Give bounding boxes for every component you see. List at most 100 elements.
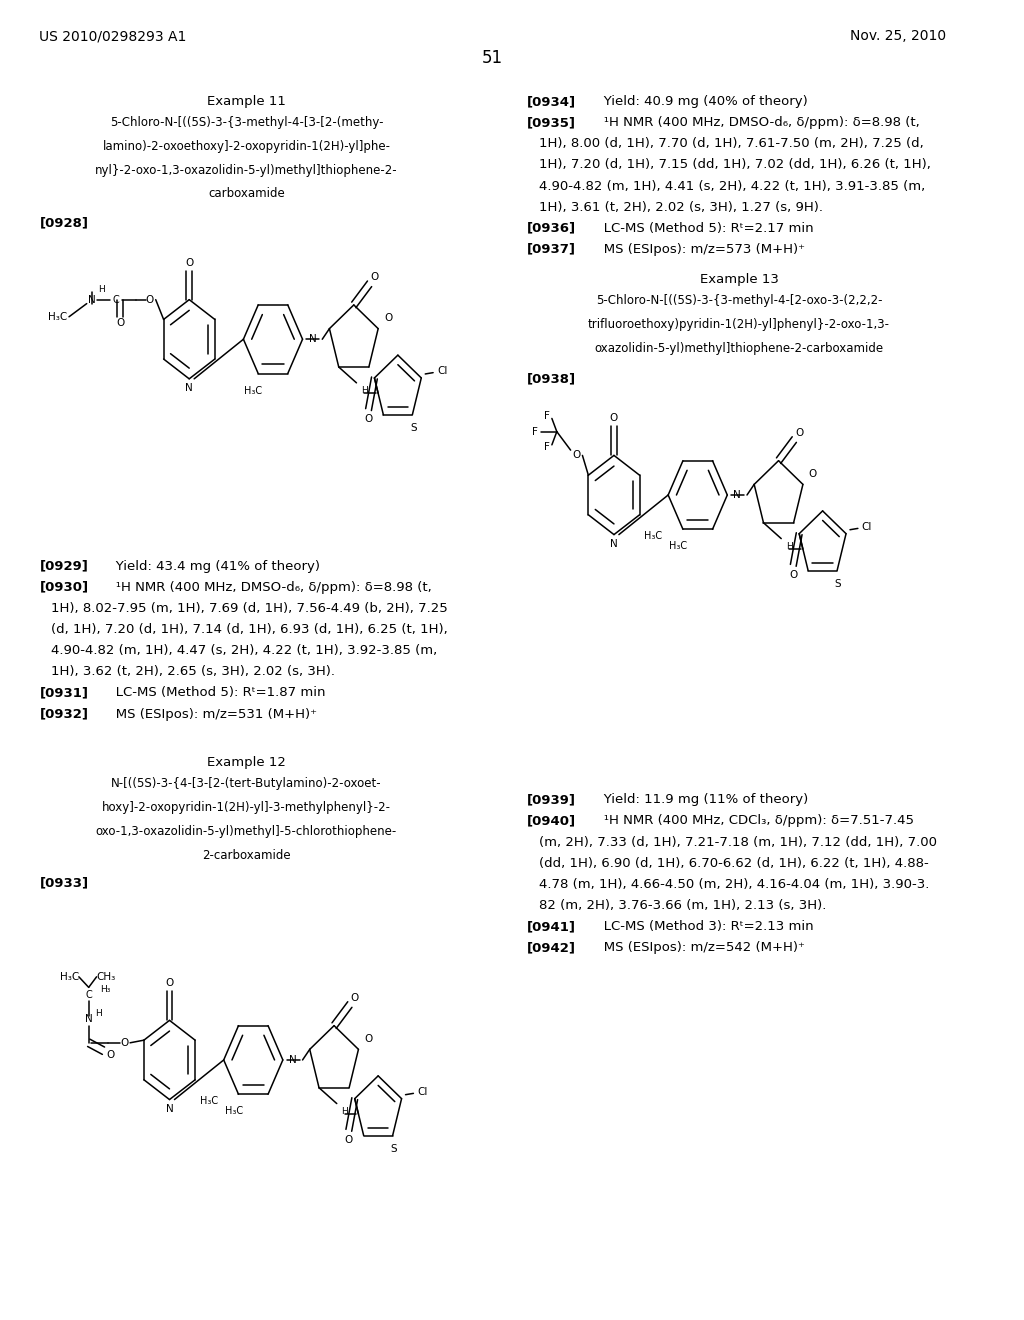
Text: H: H <box>98 285 104 293</box>
Text: [0936]: [0936] <box>527 222 577 235</box>
Text: (d, 1H), 7.20 (d, 1H), 7.14 (d, 1H), 6.93 (d, 1H), 6.25 (t, 1H),: (d, 1H), 7.20 (d, 1H), 7.14 (d, 1H), 6.9… <box>51 623 447 636</box>
Text: 51: 51 <box>482 49 504 67</box>
Text: O: O <box>384 313 392 323</box>
Text: O: O <box>795 428 804 438</box>
Text: F: F <box>532 426 538 437</box>
Text: [0934]: [0934] <box>527 95 577 108</box>
Text: N: N <box>610 539 617 549</box>
Text: Example 11: Example 11 <box>207 95 286 108</box>
Text: [0938]: [0938] <box>527 372 577 385</box>
Text: H: H <box>361 387 368 395</box>
Text: O: O <box>610 413 618 424</box>
Text: O: O <box>166 978 174 989</box>
Text: H₃C: H₃C <box>244 385 262 396</box>
Text: O: O <box>116 318 124 329</box>
Text: 2-carboxamide: 2-carboxamide <box>202 849 291 862</box>
Text: 1H), 3.62 (t, 2H), 2.65 (s, 3H), 2.02 (s, 3H).: 1H), 3.62 (t, 2H), 2.65 (s, 3H), 2.02 (s… <box>51 665 335 678</box>
Text: O: O <box>345 1135 353 1144</box>
Text: Example 12: Example 12 <box>207 756 286 770</box>
Text: N-[((5S)-3-{4-[3-[2-(tert-Butylamino)-2-oxoet-: N-[((5S)-3-{4-[3-[2-(tert-Butylamino)-2-… <box>111 777 382 791</box>
Text: [0932]: [0932] <box>39 708 88 721</box>
Text: N: N <box>308 334 316 345</box>
Text: 1H), 8.02-7.95 (m, 1H), 7.69 (d, 1H), 7.56-4.49 (b, 2H), 7.25: 1H), 8.02-7.95 (m, 1H), 7.69 (d, 1H), 7.… <box>51 602 447 615</box>
Text: Yield: 11.9 mg (11% of theory): Yield: 11.9 mg (11% of theory) <box>591 793 809 807</box>
Text: 1H), 7.20 (d, 1H), 7.15 (dd, 1H), 7.02 (dd, 1H), 6.26 (t, 1H),: 1H), 7.20 (d, 1H), 7.15 (dd, 1H), 7.02 (… <box>539 158 931 172</box>
Text: Yield: 43.4 mg (41% of theory): Yield: 43.4 mg (41% of theory) <box>103 560 321 573</box>
Text: US 2010/0298293 A1: US 2010/0298293 A1 <box>39 29 186 44</box>
Text: [0937]: [0937] <box>527 243 577 256</box>
Text: LC-MS (Method 5): Rᵗ=1.87 min: LC-MS (Method 5): Rᵗ=1.87 min <box>103 686 326 700</box>
Text: Nov. 25, 2010: Nov. 25, 2010 <box>850 29 946 44</box>
Text: H: H <box>341 1107 348 1115</box>
Text: MS (ESIpos): m/z=573 (M+H)⁺: MS (ESIpos): m/z=573 (M+H)⁺ <box>591 243 805 256</box>
Text: C: C <box>113 294 120 305</box>
Text: CH₃: CH₃ <box>96 972 116 982</box>
Text: [0928]: [0928] <box>39 216 88 230</box>
Text: H: H <box>95 1010 102 1018</box>
Text: F: F <box>544 442 550 453</box>
Text: oxo-1,3-oxazolidin-5-yl)methyl]-5-chlorothiophene-: oxo-1,3-oxazolidin-5-yl)methyl]-5-chloro… <box>96 825 397 838</box>
Text: ¹H NMR (400 MHz, DMSO-d₆, δ/ppm): δ=8.98 (t,: ¹H NMR (400 MHz, DMSO-d₆, δ/ppm): δ=8.98… <box>103 581 432 594</box>
Text: S: S <box>835 578 842 589</box>
Text: O: O <box>371 272 379 282</box>
Text: O: O <box>790 570 798 579</box>
Text: MS (ESIpos): m/z=542 (M+H)⁺: MS (ESIpos): m/z=542 (M+H)⁺ <box>591 941 805 954</box>
Text: [0929]: [0929] <box>39 560 88 573</box>
Text: O: O <box>365 1034 373 1044</box>
Text: Cl: Cl <box>862 523 872 532</box>
Text: trifluoroethoxy)pyridin-1(2H)-yl]phenyl}-2-oxo-1,3-: trifluoroethoxy)pyridin-1(2H)-yl]phenyl}… <box>588 318 890 331</box>
Text: C: C <box>85 990 92 1001</box>
Text: O: O <box>365 414 373 424</box>
Text: H₃C: H₃C <box>669 541 687 552</box>
Text: 1H), 3.61 (t, 2H), 2.02 (s, 3H), 1.27 (s, 9H).: 1H), 3.61 (t, 2H), 2.02 (s, 3H), 1.27 (s… <box>539 201 823 214</box>
Text: LC-MS (Method 5): Rᵗ=2.17 min: LC-MS (Method 5): Rᵗ=2.17 min <box>591 222 814 235</box>
Text: H₃C: H₃C <box>644 531 663 541</box>
Text: O: O <box>809 469 817 479</box>
Text: (dd, 1H), 6.90 (d, 1H), 6.70-6.62 (d, 1H), 6.22 (t, 1H), 4.88-: (dd, 1H), 6.90 (d, 1H), 6.70-6.62 (d, 1H… <box>539 857 929 870</box>
Text: carboxamide: carboxamide <box>208 187 285 201</box>
Text: O: O <box>350 993 358 1003</box>
Text: O: O <box>145 294 154 305</box>
Text: H: H <box>785 543 793 550</box>
Text: N: N <box>733 490 741 500</box>
Text: H₃C: H₃C <box>200 1096 218 1106</box>
Text: (m, 2H), 7.33 (d, 1H), 7.21-7.18 (m, 1H), 7.12 (dd, 1H), 7.00: (m, 2H), 7.33 (d, 1H), 7.21-7.18 (m, 1H)… <box>539 836 937 849</box>
Text: 4.90-4.82 (m, 1H), 4.47 (s, 2H), 4.22 (t, 1H), 3.92-3.85 (m,: 4.90-4.82 (m, 1H), 4.47 (s, 2H), 4.22 (t… <box>51 644 437 657</box>
Text: F: F <box>544 411 550 421</box>
Text: Cl: Cl <box>418 1088 428 1097</box>
Text: [0933]: [0933] <box>39 876 88 890</box>
Text: [0931]: [0931] <box>39 686 88 700</box>
Text: ¹H NMR (400 MHz, DMSO-d₆, δ/ppm): δ=8.98 (t,: ¹H NMR (400 MHz, DMSO-d₆, δ/ppm): δ=8.98… <box>591 116 920 129</box>
Text: ¹H NMR (400 MHz, CDCl₃, δ/ppm): δ=7.51-7.45: ¹H NMR (400 MHz, CDCl₃, δ/ppm): δ=7.51-7… <box>591 814 914 828</box>
Text: [0942]: [0942] <box>527 941 577 954</box>
Text: H₃C: H₃C <box>224 1106 243 1117</box>
Text: lamino)-2-oxoethoxy]-2-oxopyridin-1(2H)-yl]phe-: lamino)-2-oxoethoxy]-2-oxopyridin-1(2H)-… <box>102 140 390 153</box>
Text: 4.78 (m, 1H), 4.66-4.50 (m, 2H), 4.16-4.04 (m, 1H), 3.90-3.: 4.78 (m, 1H), 4.66-4.50 (m, 2H), 4.16-4.… <box>539 878 930 891</box>
Text: nyl}-2-oxo-1,3-oxazolidin-5-yl)methyl]thiophene-2-: nyl}-2-oxo-1,3-oxazolidin-5-yl)methyl]th… <box>95 164 397 177</box>
Text: 5-Chloro-N-[((5S)-3-{3-methyl-4-[3-[2-(methy-: 5-Chloro-N-[((5S)-3-{3-methyl-4-[3-[2-(m… <box>110 116 383 129</box>
Text: 1H), 8.00 (d, 1H), 7.70 (d, 1H), 7.61-7.50 (m, 2H), 7.25 (d,: 1H), 8.00 (d, 1H), 7.70 (d, 1H), 7.61-7.… <box>539 137 924 150</box>
Text: [0930]: [0930] <box>39 581 88 594</box>
Text: Example 13: Example 13 <box>699 273 778 286</box>
Text: S: S <box>410 422 417 433</box>
Text: [0940]: [0940] <box>527 814 577 828</box>
Text: O: O <box>106 1049 115 1060</box>
Text: hoxy]-2-oxopyridin-1(2H)-yl]-3-methylphenyl}-2-: hoxy]-2-oxopyridin-1(2H)-yl]-3-methylphe… <box>101 801 391 814</box>
Text: H₃C: H₃C <box>59 972 79 982</box>
Text: O: O <box>120 1038 128 1048</box>
Text: oxazolidin-5-yl)methyl]thiophene-2-carboxamide: oxazolidin-5-yl)methyl]thiophene-2-carbo… <box>595 342 884 355</box>
Text: 82 (m, 2H), 3.76-3.66 (m, 1H), 2.13 (s, 3H).: 82 (m, 2H), 3.76-3.66 (m, 1H), 2.13 (s, … <box>539 899 826 912</box>
Text: [0935]: [0935] <box>527 116 577 129</box>
Text: MS (ESIpos): m/z=531 (M+H)⁺: MS (ESIpos): m/z=531 (M+H)⁺ <box>103 708 317 721</box>
Text: Cl: Cl <box>437 367 447 376</box>
Text: O: O <box>572 450 581 461</box>
Text: 4.90-4.82 (m, 1H), 4.41 (s, 2H), 4.22 (t, 1H), 3.91-3.85 (m,: 4.90-4.82 (m, 1H), 4.41 (s, 2H), 4.22 (t… <box>539 180 926 193</box>
Text: [0941]: [0941] <box>527 920 577 933</box>
Text: Yield: 40.9 mg (40% of theory): Yield: 40.9 mg (40% of theory) <box>591 95 808 108</box>
Text: N: N <box>85 1014 92 1024</box>
Text: LC-MS (Method 3): Rᵗ=2.13 min: LC-MS (Method 3): Rᵗ=2.13 min <box>591 920 814 933</box>
Text: 5-Chloro-N-[((5S)-3-{3-methyl-4-[2-oxo-3-(2,2,2-: 5-Chloro-N-[((5S)-3-{3-methyl-4-[2-oxo-3… <box>596 294 883 308</box>
Text: H₃C: H₃C <box>48 312 67 322</box>
Text: N: N <box>88 294 95 305</box>
Text: [0939]: [0939] <box>527 793 577 807</box>
